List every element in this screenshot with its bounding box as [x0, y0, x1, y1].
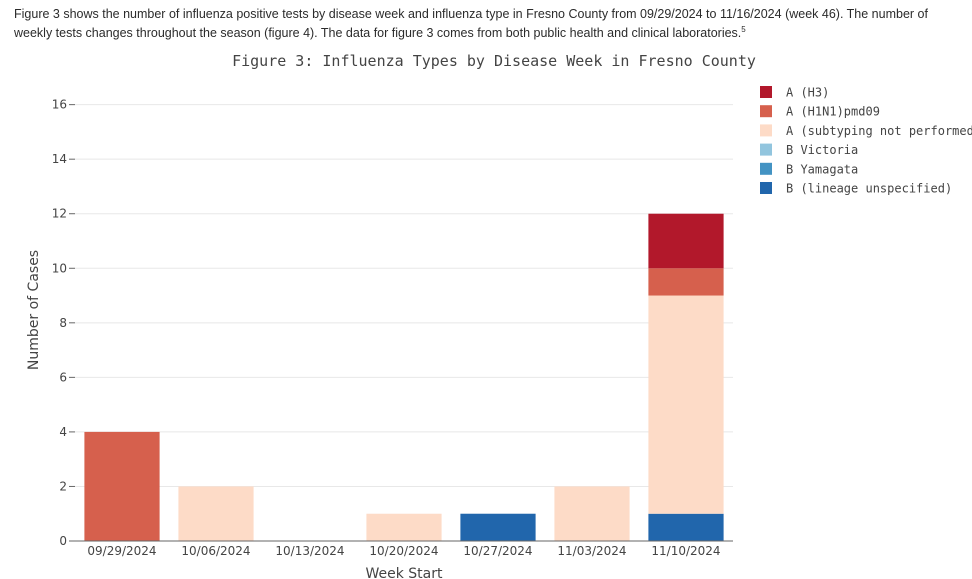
x-tick-label: 11/03/2024 — [557, 544, 626, 558]
legend-label[interactable]: B (lineage unspecified) — [786, 182, 952, 196]
legend-label[interactable]: A (subtyping not performed) — [786, 124, 972, 138]
y-tick-label: 12 — [52, 207, 67, 221]
y-tick-label: 6 — [59, 370, 67, 384]
legend-swatch[interactable] — [760, 86, 772, 98]
chart-title: Figure 3: Influenza Types by Disease Wee… — [232, 52, 756, 70]
y-tick-label: 16 — [52, 98, 67, 112]
axes: 0 2 4 6 8 10 12 14 16 09/29/2024 10/06/2024 10/13/2… — [52, 98, 733, 558]
y-tick-label: 0 — [59, 534, 67, 548]
legend-label[interactable]: A (H3) — [786, 86, 829, 100]
legend-swatch[interactable] — [760, 105, 772, 118]
legend-swatch[interactable] — [760, 143, 772, 156]
x-tick-label: 10/27/2024 — [463, 544, 532, 558]
footnote-marker[interactable]: 5 — [741, 24, 746, 34]
x-tick-label: 10/20/2024 — [369, 544, 438, 558]
y-tick-label: 14 — [52, 152, 67, 166]
legend[interactable]: A (H3) A (H1N1)pmd09 A (subtyping not perf… — [760, 86, 972, 196]
x-tick-label: 11/10/2024 — [651, 544, 720, 558]
bar-segment[interactable] — [84, 431, 160, 541]
bar-segment[interactable] — [648, 295, 724, 514]
y-axis-title: Number of Cases — [26, 250, 42, 370]
bar-segment[interactable] — [178, 486, 254, 541]
gridlines — [75, 104, 733, 487]
legend-swatch[interactable] — [760, 162, 772, 175]
x-tick-label: 10/13/2024 — [275, 544, 344, 558]
bar-segment[interactable] — [648, 513, 724, 541]
legend-label[interactable]: B Victoria — [786, 143, 858, 157]
bar-segment[interactable] — [366, 513, 442, 541]
bar-segment[interactable] — [460, 513, 536, 541]
x-tick-label: 10/06/2024 — [181, 544, 250, 558]
bar-segment[interactable] — [554, 486, 630, 541]
x-axis-title: Week Start — [365, 566, 443, 579]
bar-segment[interactable] — [648, 213, 724, 269]
intro-text: Figure 3 shows the number of influenza p… — [14, 7, 928, 40]
legend-swatch[interactable] — [760, 124, 772, 137]
legend-swatch[interactable] — [760, 182, 772, 194]
y-tick-label: 10 — [52, 261, 67, 275]
intro-paragraph: Figure 3 shows the number of influenza p… — [14, 5, 954, 43]
x-tick-label: 09/29/2024 — [87, 544, 156, 558]
legend-label[interactable]: A (H1N1)pmd09 — [786, 105, 880, 119]
legend-label[interactable]: B Yamagata — [786, 162, 858, 176]
y-tick-label: 4 — [59, 425, 67, 439]
y-tick-label: 2 — [59, 479, 67, 493]
bar-segment[interactable] — [648, 268, 724, 296]
bars — [84, 213, 724, 541]
y-tick-label: 8 — [59, 316, 67, 330]
